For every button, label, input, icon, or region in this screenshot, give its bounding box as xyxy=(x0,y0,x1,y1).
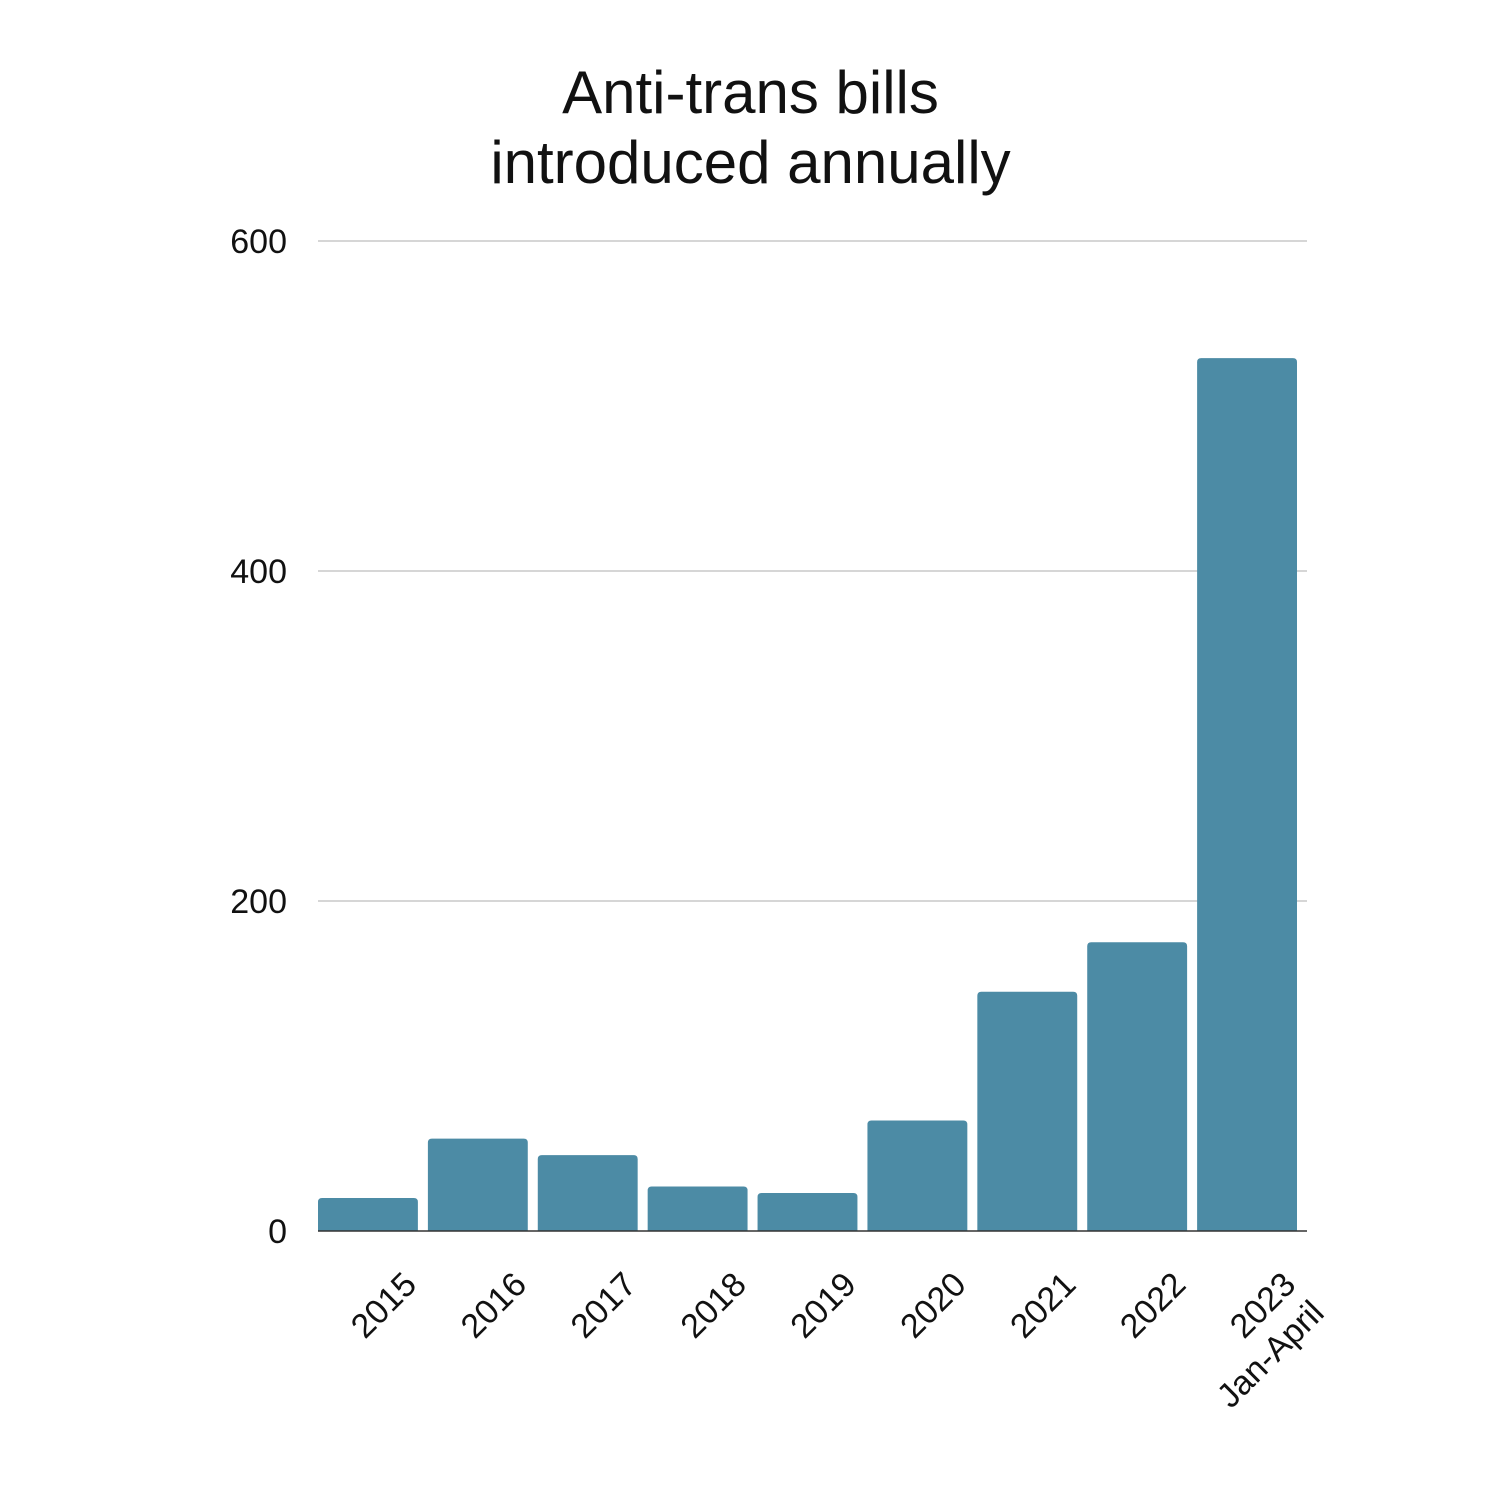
bar xyxy=(757,1193,858,1231)
y-tick-label: 600 xyxy=(230,223,287,261)
bar xyxy=(867,1120,968,1231)
grid-layer xyxy=(318,240,1307,902)
axis-layer: 0 200 400 600 2015 2016 2017 2018 2019 2020 2021 20… xyxy=(230,223,1331,1415)
chart-title: Anti-trans bills introduced annually xyxy=(0,58,1501,198)
x-tick-label-group: 2016 xyxy=(454,1265,534,1345)
x-tick-label: 2016 xyxy=(454,1265,534,1345)
x-tick-label: 2015 xyxy=(344,1265,424,1345)
x-tick-label-group: 2020 xyxy=(893,1265,973,1345)
chart-title-line-1: Anti-trans bills xyxy=(562,59,939,126)
bar xyxy=(977,991,1078,1231)
x-tick-label-group: 2019 xyxy=(783,1265,863,1345)
bar xyxy=(647,1186,748,1231)
x-tick-label: 2017 xyxy=(564,1265,644,1345)
bar xyxy=(537,1155,638,1231)
x-tick-label: 2022 xyxy=(1113,1265,1193,1345)
x-tick-label-group: 2022 xyxy=(1113,1265,1193,1345)
bar-layer xyxy=(318,358,1297,1231)
bar xyxy=(1197,358,1297,1231)
x-tick-label: 2018 xyxy=(673,1265,753,1345)
chart-title-line-2: introduced annually xyxy=(490,129,1011,196)
x-tick-label: 2019 xyxy=(783,1265,863,1345)
bar xyxy=(1087,942,1188,1231)
x-tick-label: 2020 xyxy=(893,1265,973,1345)
x-tick-label: 2021 xyxy=(1003,1265,1083,1345)
y-tick-label: 400 xyxy=(230,553,287,591)
y-tick-label: 200 xyxy=(230,883,287,921)
x-tick-label-group: 2018 xyxy=(673,1265,753,1345)
x-tick-label-group: 2021 xyxy=(1003,1265,1083,1345)
y-tick-label: 0 xyxy=(268,1213,287,1251)
x-tick-label-group: 2015 xyxy=(344,1265,424,1345)
bar xyxy=(427,1138,528,1231)
bar xyxy=(318,1198,418,1231)
x-tick-label-group: 2017 xyxy=(564,1265,644,1345)
